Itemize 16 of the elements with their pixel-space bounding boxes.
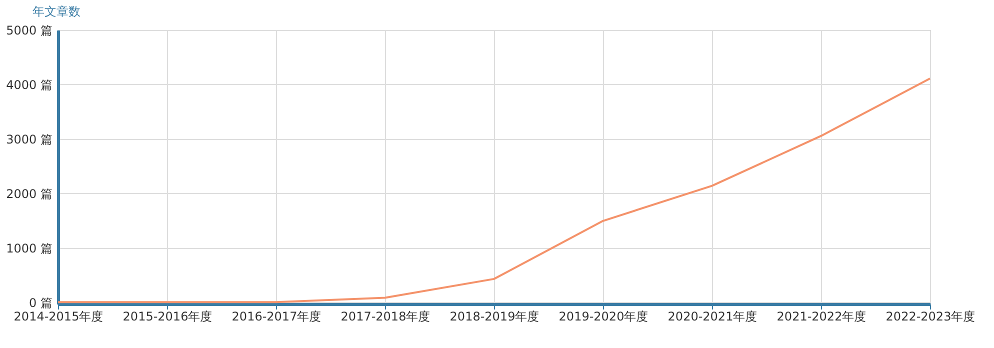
x-tick-label: 2021-2022年度 (776, 310, 866, 324)
x-tick-label: 2014-2015年度 (14, 310, 104, 324)
x-tick-label: 2015-2016年度 (122, 310, 212, 324)
y-tick-label: 1000 篇 (6, 241, 52, 256)
x-tick-label: 2022-2023年度 (886, 310, 976, 324)
y-tick-label: 4000 篇 (6, 78, 52, 92)
y-axis-title: 年文章数 (32, 4, 80, 18)
y-tick-label: 0 篇 (29, 296, 52, 310)
x-tick-label: 2016-2017年度 (232, 310, 322, 324)
x-tick-label: 2019-2020年度 (558, 310, 648, 324)
x-tick-label: 2017-2018年度 (340, 310, 430, 324)
x-tick-label: 2018-2019年度 (450, 310, 540, 324)
y-tick-label: 5000 篇 (6, 24, 52, 38)
y-tick-label: 3000 篇 (6, 132, 52, 146)
y-tick-label: 2000 篇 (6, 186, 52, 201)
x-tick-label: 2020-2021年度 (668, 310, 758, 324)
